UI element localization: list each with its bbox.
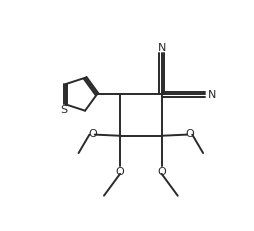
- Text: O: O: [157, 166, 166, 176]
- Text: O: O: [185, 129, 194, 139]
- Text: O: O: [88, 129, 97, 139]
- Text: N: N: [157, 43, 166, 53]
- Text: O: O: [116, 166, 124, 176]
- Text: N: N: [208, 90, 216, 100]
- Text: S: S: [60, 104, 67, 114]
